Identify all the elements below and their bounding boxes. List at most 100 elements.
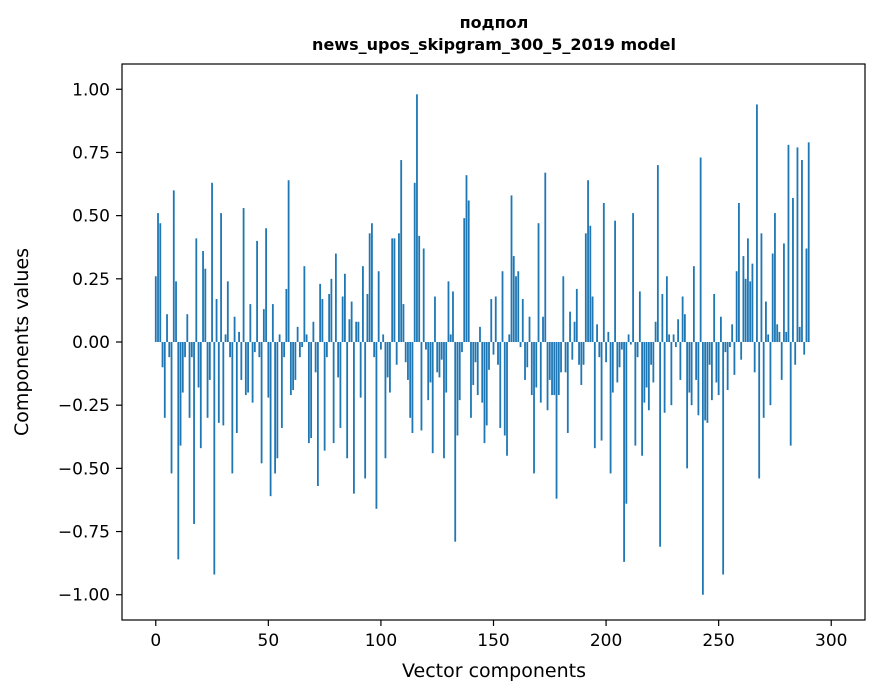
bar — [244, 342, 247, 396]
bar — [362, 266, 364, 342]
bar — [636, 342, 639, 358]
bar — [526, 342, 529, 368]
bar — [618, 342, 621, 368]
bar — [213, 342, 216, 575]
bar — [801, 160, 803, 342]
bar — [798, 326, 801, 342]
bar — [753, 342, 756, 373]
bar — [334, 253, 337, 342]
bar — [389, 342, 391, 393]
bar — [602, 203, 605, 342]
bar — [587, 180, 589, 342]
bar — [161, 342, 164, 368]
bar — [355, 321, 358, 342]
bar — [375, 342, 378, 509]
bar — [420, 342, 423, 431]
bar — [665, 276, 668, 342]
bar — [285, 288, 288, 342]
x-axis: 0 50 100 150 200 250 300 — [150, 620, 847, 651]
bar — [341, 296, 344, 342]
bar — [427, 342, 430, 401]
bar — [663, 342, 666, 413]
bar — [283, 342, 286, 358]
bar — [371, 223, 373, 342]
x-tick-label: 200 — [590, 631, 622, 651]
bar — [231, 342, 234, 474]
bar — [614, 220, 616, 342]
bar — [260, 342, 263, 464]
bar — [215, 299, 218, 342]
bar — [440, 342, 443, 360]
bar — [497, 342, 499, 365]
bar — [294, 342, 297, 380]
bar — [735, 271, 738, 342]
bar — [316, 342, 319, 487]
bar — [206, 342, 209, 418]
bar — [163, 342, 166, 418]
bar — [474, 342, 477, 363]
bar — [348, 319, 351, 342]
bar — [794, 342, 797, 365]
bar — [416, 94, 418, 342]
bar — [409, 342, 412, 418]
bar — [184, 342, 186, 358]
bar — [384, 342, 387, 459]
bar — [154, 276, 157, 342]
bar — [208, 342, 211, 380]
bar — [402, 304, 405, 342]
bar — [553, 342, 556, 396]
bar — [726, 342, 729, 391]
bar — [647, 342, 650, 411]
bar — [733, 342, 736, 375]
bar — [668, 334, 671, 342]
bar — [506, 342, 508, 456]
bar — [298, 342, 301, 358]
bar — [193, 342, 195, 524]
bar — [620, 342, 623, 350]
bar — [472, 342, 475, 385]
bar — [249, 304, 252, 342]
bar — [501, 271, 504, 342]
bar — [789, 342, 792, 446]
bar — [350, 301, 353, 342]
x-tick-label: 0 — [150, 631, 161, 651]
bar — [589, 225, 592, 342]
bar — [690, 342, 693, 406]
bar — [242, 208, 245, 342]
bar — [454, 342, 457, 542]
bar — [627, 334, 630, 342]
bar — [542, 316, 544, 342]
x-tick-label: 250 — [702, 631, 734, 651]
bar — [803, 342, 806, 355]
bar — [695, 342, 698, 380]
bar — [303, 266, 306, 342]
bar — [170, 342, 173, 474]
bar — [386, 342, 389, 378]
bar — [611, 342, 614, 393]
bar — [238, 331, 240, 342]
bar — [479, 326, 481, 342]
bar — [548, 342, 551, 380]
bar — [519, 342, 522, 348]
bar — [510, 195, 513, 342]
bar — [373, 342, 376, 358]
bar — [499, 342, 502, 428]
bar — [323, 342, 326, 451]
bar — [289, 342, 292, 396]
bar — [580, 342, 583, 385]
bar — [199, 342, 202, 449]
bar — [697, 342, 700, 416]
bar — [769, 342, 772, 406]
bar — [652, 342, 655, 383]
bar — [175, 281, 177, 342]
bar — [731, 324, 734, 342]
bar — [280, 342, 283, 428]
bar — [744, 278, 747, 342]
bar — [661, 293, 664, 342]
bar — [307, 342, 310, 444]
y-axis-label: Components values — [11, 248, 33, 436]
bar — [332, 342, 335, 444]
bar — [591, 296, 594, 342]
y-tick-label: −0.75 — [58, 523, 110, 543]
